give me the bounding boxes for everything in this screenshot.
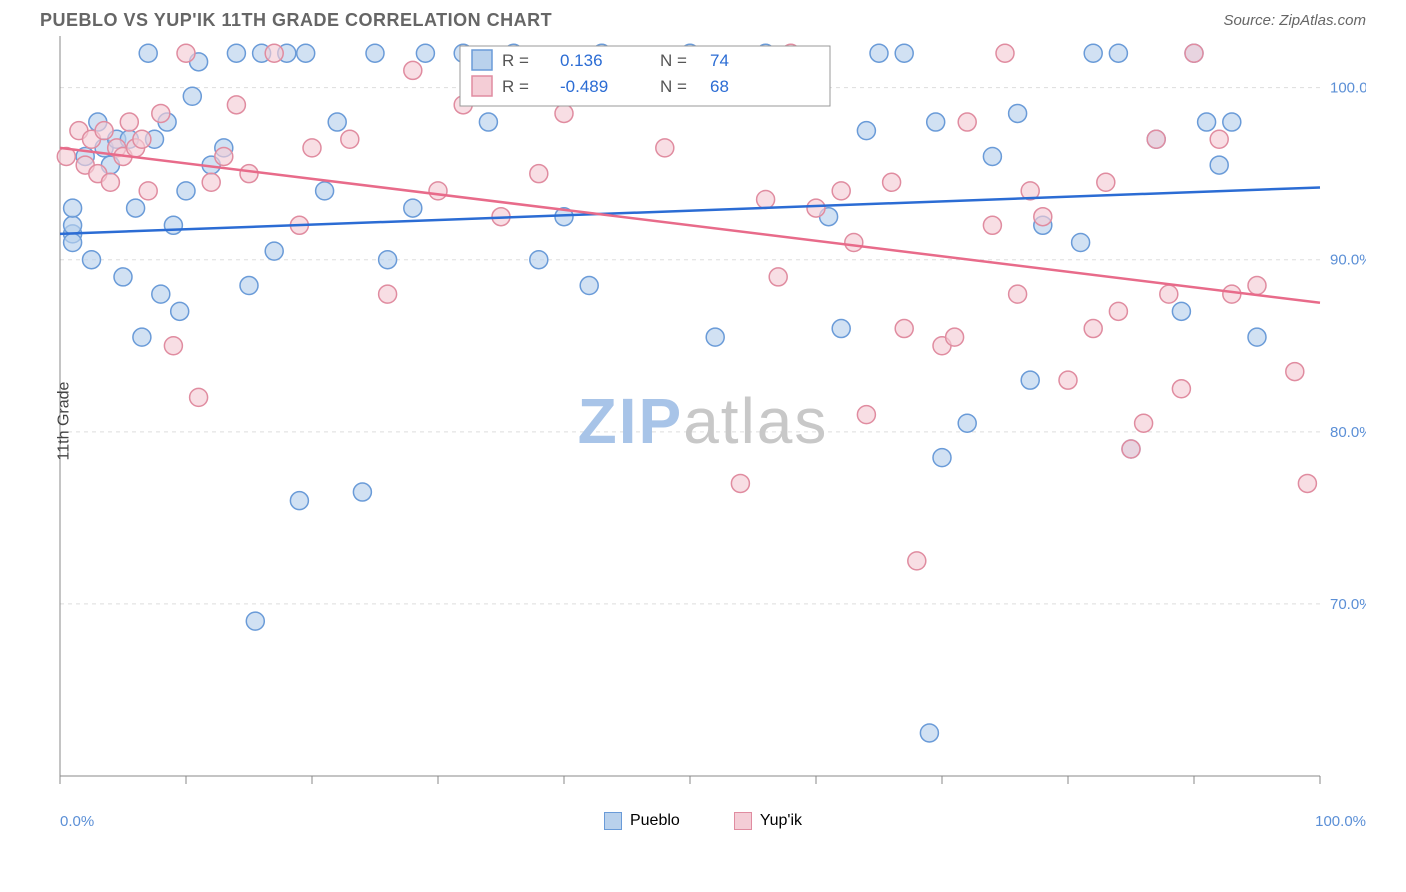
- source-attribution: Source: ZipAtlas.com: [1223, 12, 1366, 29]
- legend-label-pueblo: Pueblo: [630, 812, 680, 830]
- svg-text:0.136: 0.136: [560, 51, 603, 70]
- svg-text:80.0%: 80.0%: [1330, 424, 1366, 441]
- svg-text:70.0%: 70.0%: [1330, 596, 1366, 613]
- scatter-chart: 70.0% 80.0% 90.0% 100.0% R = 0.136 N = 74 R = -0.…: [40, 36, 1366, 806]
- svg-text:100.0%: 100.0%: [1330, 80, 1366, 97]
- svg-text:N =: N =: [660, 77, 687, 96]
- legend-label-yupik: Yup'ik: [760, 812, 802, 830]
- svg-text:R =: R =: [502, 51, 529, 70]
- chart-container: 11th Grade 70.0% 80.0% 90.0% 100.0% R = 0.136…: [40, 36, 1366, 806]
- svg-text:74: 74: [710, 51, 729, 70]
- legend-item-pueblo: Pueblo: [604, 812, 680, 830]
- legend-swatch-pueblo: [604, 812, 622, 830]
- legend-item-yupik: Yup'ik: [734, 812, 802, 830]
- svg-text:90.0%: 90.0%: [1330, 252, 1366, 269]
- x-tick-left: 0.0%: [60, 813, 94, 830]
- x-axis-footer: 0.0% Pueblo Yup'ik 100.0%: [40, 806, 1366, 830]
- x-tick-right: 100.0%: [1315, 813, 1366, 830]
- svg-text:-0.489: -0.489: [560, 77, 608, 96]
- svg-text:68: 68: [710, 77, 729, 96]
- svg-text:N =: N =: [660, 51, 687, 70]
- y-axis-label: 11th Grade: [55, 382, 73, 461]
- svg-text:R =: R =: [502, 77, 529, 96]
- chart-title: PUEBLO VS YUP'IK 11TH GRADE CORRELATION …: [40, 10, 552, 31]
- legend-swatch-yupik: [734, 812, 752, 830]
